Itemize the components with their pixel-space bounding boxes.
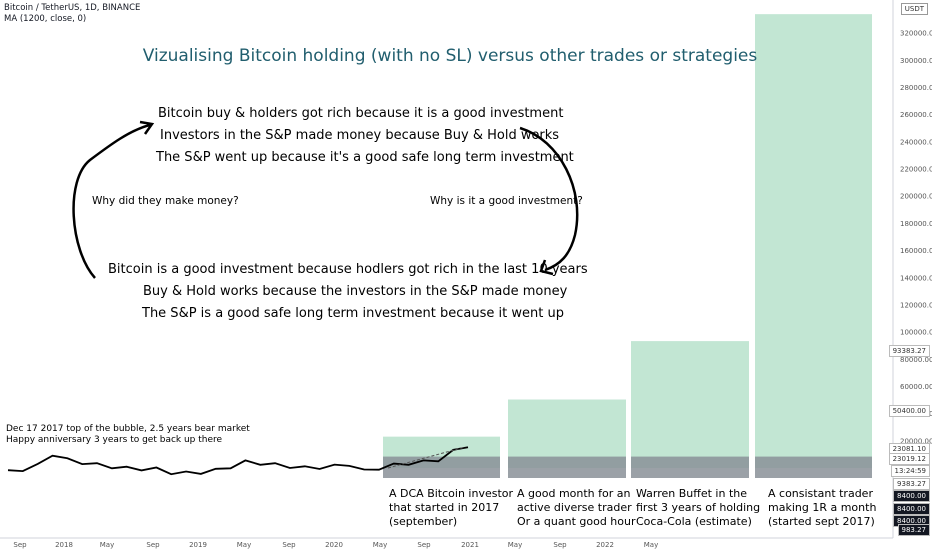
box-label-buffett: Warren Buffet in the first 3 years of ho… [636,487,760,529]
bar-2 [631,341,749,468]
currency-label[interactable]: USDT [900,3,928,15]
box-label-line: A consistant trader [768,487,873,500]
x-tick-label: 2018 [55,541,73,549]
x-tick-label: Sep [417,541,431,549]
y-tick-label: 100000.00 [900,329,932,337]
annotation-line-1: Dec 17 2017 top of the bubble, 2.5 years… [6,424,250,434]
bar-base-3 [755,456,872,478]
box-label-line: (september) [389,515,458,528]
box-label-line: A good month for an [517,487,631,500]
y-tick-label: 260000.00 [900,111,932,119]
annotation-line-2: Happy anniversary 3 years to get back up… [6,435,223,445]
box-label-line: Warren Buffet in the [636,487,748,500]
y-tick-label: 200000.00 [900,193,932,201]
y-tick-label: 120000.00 [900,301,932,309]
x-tick-label: May [237,541,251,549]
bar-base-2 [631,456,749,478]
price-tag: 9383.27 [893,478,930,490]
question-right: Why is it a good investment? [430,195,583,207]
price-tag: 983.27 [897,524,930,536]
x-tick-label: 2021 [461,541,479,549]
top-line-3: The S&P went up because it's a good safe… [156,150,574,165]
y-tick-label: 300000.00 [900,57,932,65]
bar-3 [755,14,872,468]
box-label-line: Coca-Cola (estimate) [636,515,752,528]
bar-base-1 [508,456,626,478]
price-tag: 13:24:59 [890,465,930,477]
x-tick-label: Sep [282,541,296,549]
price-tag: 50400.00 [888,405,930,417]
box-label-consistent-trader: A consistant trader making 1R a month (s… [768,487,876,529]
box-label-line: that started in 2017 [389,501,500,514]
y-tick-label: 220000.00 [900,166,932,174]
y-tick-label: 320000.00 [900,30,932,38]
top-line-2: Investors in the S&P made money because … [160,128,560,143]
price-layer [7,446,469,476]
box-label-trader-month: A good month for an active diverse trade… [517,487,636,529]
x-tick-label: May [100,541,114,549]
y-tick-label: 160000.00 [900,247,932,255]
btc-price-line [7,446,469,476]
x-tick-label: May [644,541,658,549]
y-tick-label: 180000.00 [900,220,932,228]
bottom-line-1: Bitcoin is a good investment because hod… [108,262,588,277]
box-label-line: first 3 years of holding [636,501,761,514]
curved-arrow-left [72,123,151,279]
y-tick-label: 280000.00 [900,84,932,92]
chart-title: Vizualising Bitcoin holding (with no SL)… [142,46,758,66]
curved-arrow-right [519,126,579,272]
question-left: Why did they make money? [92,195,239,207]
box-label-line: making 1R a month [768,501,877,514]
x-tick-label: May [508,541,522,549]
price-tag: 23019.12 [888,453,930,465]
dca-trend-line [387,446,466,469]
x-tick-label: May [373,541,387,549]
arrow-head-right [539,259,554,276]
bar-layer [383,14,872,478]
x-tick-label: Sep [553,541,567,549]
box-label-line: (started sept 2017) [768,515,875,528]
x-tick-label: 2019 [189,541,207,549]
y-tick-label: 80000.00 [900,356,932,364]
price-tag: 93383.27 [888,345,930,357]
bottom-line-3: The S&P is a good safe long term investm… [142,306,564,321]
arrow-head-left [139,120,155,135]
x-tick-label: 2022 [596,541,614,549]
x-tick-label: Sep [146,541,160,549]
box-label-line: active diverse trader [517,501,632,514]
y-tick-label: 240000.00 [900,138,932,146]
y-tick-label: 140000.00 [900,274,932,282]
y-tick-label: 20000.00 [900,437,932,445]
chart-symbol-header: Bitcoin / TetherUS, 1D, BINANCE [4,3,141,13]
x-tick-label: 2020 [325,541,343,549]
price-tag: 8400.00 [893,490,930,502]
price-tag: 8400.00 [893,503,930,515]
bottom-line-2: Buy & Hold works because the investors i… [143,284,568,299]
bar-base-0 [383,456,500,478]
indicator-label: MA (1200, close, 0) [4,14,87,24]
top-line-1: Bitcoin buy & holders got rich because i… [158,106,564,121]
box-label-line: Or a quant good hour [517,515,636,528]
box-label-line: A DCA Bitcoin investor [389,487,514,500]
y-tick-label: 60000.00 [900,383,932,391]
box-label-dca: A DCA Bitcoin investor that started in 2… [389,487,513,529]
x-tick-label: Sep [13,541,27,549]
